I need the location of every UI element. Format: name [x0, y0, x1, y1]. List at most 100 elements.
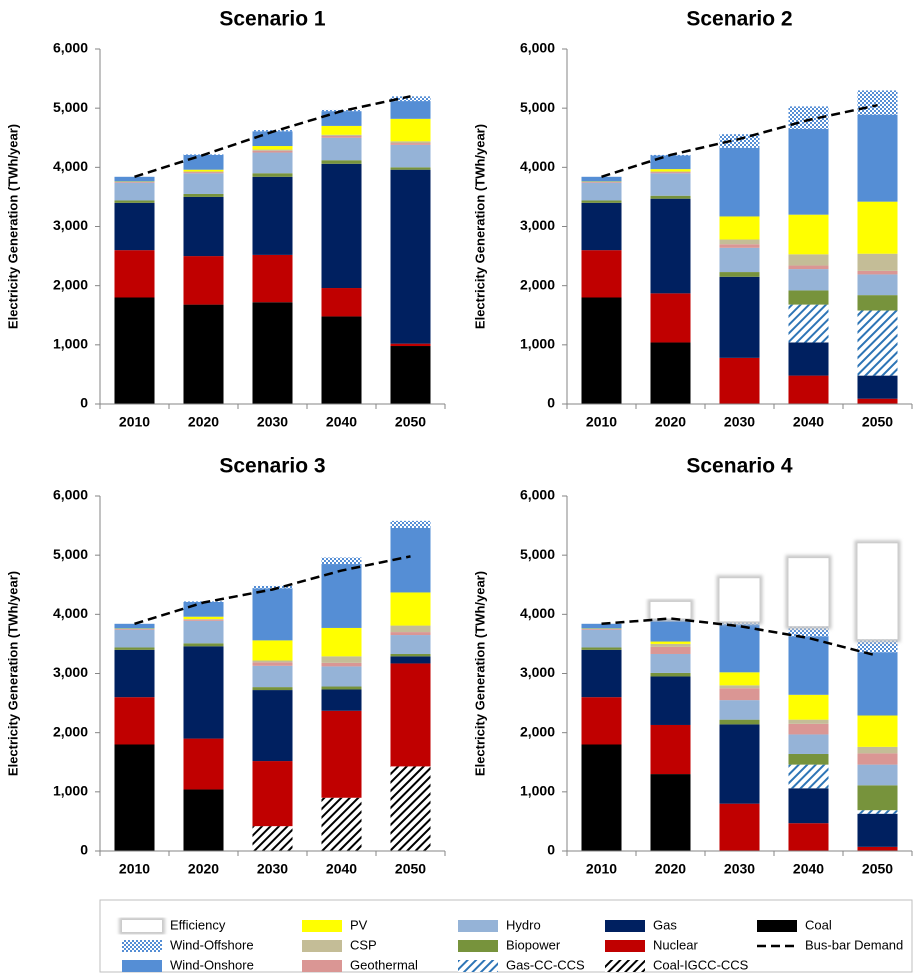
legend-label: Wind-Onshore	[170, 957, 254, 972]
x-tick-label: 2020	[188, 861, 219, 877]
bar-segment	[114, 628, 155, 630]
legend-box	[99, 899, 913, 973]
x-tick-label: 2010	[586, 414, 617, 430]
bar-segment	[581, 623, 622, 629]
bar-segment	[650, 172, 691, 174]
bar-segment	[390, 653, 431, 657]
legend-label: Coal-IGCC-CCS	[653, 957, 749, 972]
x-tick-label: 2040	[326, 861, 357, 877]
bar-segment	[114, 176, 155, 182]
bar-segment	[252, 149, 293, 151]
bar-segment	[321, 316, 362, 404]
bar-segment	[857, 652, 898, 716]
bar-segment	[390, 520, 431, 528]
bar-segment	[252, 173, 293, 177]
bar-segment	[252, 662, 293, 666]
bar-segment	[321, 111, 362, 126]
bar-segment	[650, 643, 691, 647]
bar-segment	[581, 297, 622, 404]
bar-segment	[390, 663, 431, 767]
legend-label: PV	[350, 917, 368, 932]
bar-segment	[581, 629, 622, 648]
bar-segment	[252, 588, 293, 641]
bar-segment	[581, 181, 622, 183]
y-tick-label: 0	[547, 395, 555, 411]
bar-segment	[788, 269, 829, 291]
bar-segment	[390, 118, 431, 142]
y-tick-label: 6,000	[520, 40, 555, 56]
bar-segment	[719, 276, 760, 358]
bar-segment	[252, 640, 293, 661]
bar-segment	[581, 647, 622, 650]
bar-segment	[857, 274, 898, 296]
bar-segment	[321, 135, 362, 138]
bar-segment	[252, 690, 293, 762]
bar-segment	[788, 636, 829, 695]
y-tick-label: 1,000	[520, 783, 555, 799]
x-tick-label: 2020	[655, 861, 686, 877]
bar-segment	[650, 676, 691, 725]
bar-segment	[857, 753, 898, 765]
bar-segment	[321, 134, 362, 136]
x-tick-label: 2040	[793, 861, 824, 877]
legend-swatch	[302, 920, 342, 932]
legend-label: Wind-Offshore	[170, 937, 254, 952]
bar-segment	[650, 198, 691, 294]
legend-label: Efficiency	[170, 917, 226, 932]
bar-segment	[857, 813, 898, 847]
bar-segment	[857, 310, 898, 376]
x-tick-label: 2030	[724, 414, 755, 430]
legend-swatch	[302, 960, 342, 972]
bar-segment	[788, 719, 829, 724]
bar-segment	[788, 290, 829, 305]
bar-segment	[719, 216, 760, 240]
x-tick-label: 2020	[188, 414, 219, 430]
bar-segment	[857, 295, 898, 311]
x-tick-label: 2040	[326, 414, 357, 430]
y-tick-label: 3,000	[53, 664, 88, 680]
bar-segment	[390, 167, 431, 170]
bar-segment	[252, 176, 293, 255]
bar-segment	[719, 147, 760, 217]
x-tick-label: 2010	[119, 414, 150, 430]
bar-segment	[114, 297, 155, 404]
chart-title: Scenario 3	[219, 455, 325, 478]
bar-segment	[183, 646, 224, 739]
legend-swatch	[458, 960, 498, 972]
legend-swatch	[122, 920, 162, 932]
bar-segment	[321, 288, 362, 317]
bar-segment	[183, 616, 224, 620]
bar-segment	[390, 141, 431, 144]
y-tick-label: 0	[80, 395, 88, 411]
chart-title: Scenario 4	[686, 455, 793, 478]
bar-segment	[183, 173, 224, 194]
bar-segment	[321, 137, 362, 161]
legend-swatch	[458, 940, 498, 952]
bar-segment	[252, 152, 293, 174]
bar-segment	[719, 700, 760, 720]
legend-label: Biopower	[506, 937, 561, 952]
x-tick-label: 2010	[119, 861, 150, 877]
bar-segment	[857, 785, 898, 811]
bar-segment	[857, 764, 898, 786]
bar-segment	[581, 200, 622, 203]
legend-label: Hydro	[506, 917, 541, 932]
y-tick-label: 0	[80, 842, 88, 858]
bar-segment	[183, 154, 224, 170]
y-tick-label: 5,000	[53, 546, 88, 562]
bar-segment	[719, 134, 760, 148]
bar-segment	[390, 101, 431, 119]
bar-segment	[788, 764, 829, 789]
x-tick-label: 2030	[257, 861, 288, 877]
bar-segment	[321, 627, 362, 657]
y-tick-label: 5,000	[53, 99, 88, 115]
y-axis-label: Electricity Generation (TWh/year)	[5, 571, 20, 776]
bar-segment	[788, 823, 829, 851]
bar-segment	[114, 250, 155, 298]
bar-segment	[114, 182, 155, 201]
bar-segment	[788, 734, 829, 754]
bar-segment	[321, 666, 362, 687]
demand-line	[601, 103, 878, 178]
bar-segment	[788, 558, 829, 627]
